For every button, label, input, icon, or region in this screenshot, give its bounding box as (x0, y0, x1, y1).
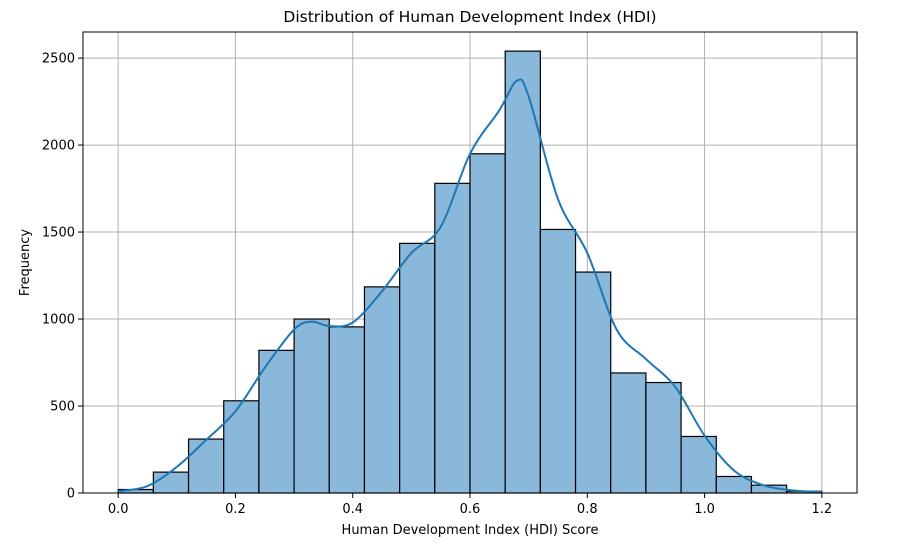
histogram-bar (187, 438, 225, 494)
kde-curve (118, 78, 822, 494)
histogram-bar (434, 182, 471, 494)
histogram-bar (645, 381, 682, 494)
histogram-bar (223, 400, 260, 494)
x-tick-label: 1.2 (811, 502, 832, 517)
y-tick-label: 1500 (42, 226, 75, 241)
y-tick-label: 2000 (42, 139, 75, 154)
histogram-bar (469, 153, 506, 494)
x-tick-label: 0.0 (108, 502, 129, 517)
x-tick-label: 0.4 (342, 502, 363, 517)
histogram-bars (117, 50, 823, 494)
chart-title: Distribution of Human Development Index … (283, 8, 656, 26)
histogram-bar (399, 242, 436, 494)
histogram-bar (610, 372, 647, 494)
x-tick-label: 0.6 (460, 502, 481, 517)
histogram-bar (328, 326, 366, 494)
histogram-bar (258, 349, 295, 494)
histogram-bar (152, 471, 190, 494)
y-tick-label: 2500 (42, 52, 75, 67)
histogram-bar (293, 318, 330, 494)
histogram-bar (363, 286, 401, 494)
y-axis-title: Frequency (18, 229, 33, 296)
histogram-bar (680, 435, 717, 494)
x-axis-title: Human Development Index (HDI) Score (342, 523, 599, 538)
y-tick-label: 1000 (42, 313, 75, 328)
kde-curve-layer (118, 78, 822, 494)
x-tick-label: 1.0 (694, 502, 715, 517)
x-axis-ticks: 0.0 0.2 0.4 0.6 0.8 1.0 1.2 (108, 493, 832, 517)
x-tick-label: 0.2 (225, 502, 246, 517)
x-tick-label: 0.8 (577, 502, 598, 517)
y-tick-label: 500 (50, 400, 75, 415)
histogram-bar (539, 228, 577, 494)
y-tick-label: 0 (67, 487, 75, 502)
y-axis-ticks: 0 500 1000 1500 2000 2500 (42, 52, 83, 502)
